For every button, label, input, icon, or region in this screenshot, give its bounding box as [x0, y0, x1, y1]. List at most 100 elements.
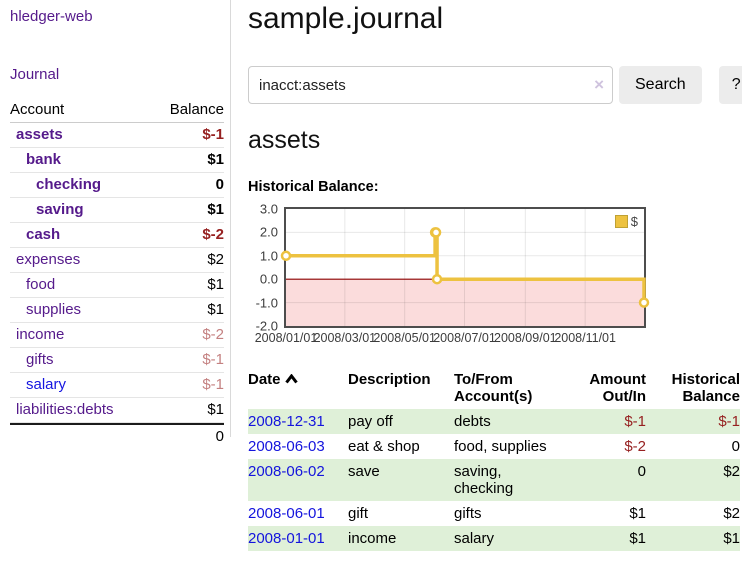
transaction-balance-cell: 0 — [731, 438, 740, 455]
transaction-amount-cell: $-2 — [624, 438, 646, 455]
y-axis-tick-label: 3.0 — [259, 201, 278, 217]
chart-y-axis: 3.0 2.0 1.0 0.0 -1.0 -2.0 — [248, 202, 284, 334]
clear-search-icon[interactable]: × — [594, 75, 604, 94]
x-axis-tick-label: 2008/11/01 — [554, 331, 616, 345]
account-balance: $-2 — [202, 226, 224, 243]
account-row: bank $1 — [10, 148, 224, 173]
account-link[interactable]: assets — [16, 126, 63, 143]
register-row: 2008-01-01 income salary $1 $1 — [248, 526, 740, 551]
account-row: expenses $2 — [10, 248, 224, 273]
balance-column-header-register: Historical Balance — [671, 371, 740, 405]
register-table: Date Description To/From Account(s) Amou… — [248, 369, 740, 551]
search-input[interactable] — [248, 66, 613, 104]
transaction-description-cell: pay off — [348, 413, 393, 430]
register-row: 2008-06-02 save saving, checking 0 $2 — [248, 459, 740, 501]
account-link[interactable]: expenses — [16, 251, 81, 268]
x-axis-tick-label: 2008/07/01 — [433, 331, 496, 345]
account-balance: $-1 — [202, 376, 224, 393]
page-title: sample.journal — [248, 2, 444, 35]
accounts-table: Account Balance assets $-1 bank $1 check… — [10, 98, 224, 448]
transaction-date-cell: 2008-06-01 — [248, 501, 348, 526]
app: hledger-web Journal Account Balance asse… — [0, 0, 742, 551]
transaction-accounts-cell: salary — [454, 530, 495, 547]
account-balance: $1 — [207, 201, 224, 218]
account-balance: $-1 — [202, 351, 224, 368]
transaction-date-link[interactable]: 2008-01-01 — [248, 530, 325, 547]
sidebar: hledger-web Journal Account Balance asse… — [0, 0, 231, 445]
account-link[interactable]: income — [16, 326, 65, 343]
account-link[interactable]: food — [26, 276, 56, 293]
transaction-description-cell: save — [348, 463, 380, 480]
search-form: × Search ? — [248, 66, 742, 104]
account-row: assets $-1 — [10, 123, 224, 148]
y-axis-tick-label: 2.0 — [259, 224, 278, 240]
account-link[interactable]: supplies — [26, 301, 82, 318]
x-axis-tick-label: 2008/09/01 — [494, 331, 557, 345]
account-link[interactable]: saving — [36, 201, 84, 218]
historical-balance-chart: 3.0 2.0 1.0 0.0 -1.0 -2.0 $ 2008/01/01 2008/03… — [248, 202, 742, 349]
transaction-accounts-cell: food, supplies — [454, 438, 547, 455]
register-row: 2008-12-31 pay off debts $-1 $-1 — [248, 409, 740, 434]
register-row: 2008-06-01 gift gifts $1 $2 — [248, 501, 740, 526]
account-link[interactable]: checking — [36, 176, 102, 193]
y-axis-tick-label: 0.0 — [259, 271, 278, 287]
account-link[interactable]: salary — [26, 376, 67, 393]
amount-column-header: Amount Out/In — [589, 371, 646, 405]
legend-swatch-icon — [614, 215, 628, 228]
transaction-date-link[interactable]: 2008-06-03 — [248, 438, 325, 455]
account-row: liabilities:debts $1 — [10, 398, 224, 423]
transaction-date-link[interactable]: 2008-06-01 — [248, 505, 325, 522]
x-axis-tick-label: 2008/05/01 — [373, 331, 436, 345]
transaction-date-cell: 2008-06-02 — [248, 459, 348, 501]
accounts-grand-total: 0 — [10, 423, 224, 448]
legend-label: $ — [630, 214, 638, 229]
sidebar-item-journal[interactable]: Journal — [10, 66, 60, 83]
transaction-amount-cell: $1 — [629, 505, 646, 522]
transaction-accounts-cell: gifts — [454, 505, 482, 522]
transaction-date-cell: 2008-01-01 — [248, 526, 348, 551]
account-row: income $-2 — [10, 323, 224, 348]
account-row: food $1 — [10, 273, 224, 298]
account-row: gifts $-1 — [10, 348, 224, 373]
chart-canvas — [280, 209, 650, 326]
account-balance: $1 — [207, 276, 224, 293]
transaction-balance-cell: $-1 — [718, 413, 740, 430]
description-column-header: Description — [348, 371, 431, 388]
transaction-date-link[interactable]: 2008-06-02 — [248, 463, 325, 480]
account-balance: 0 — [215, 176, 224, 193]
account-balance: $-1 — [202, 126, 224, 143]
transaction-amount-cell: $-1 — [624, 413, 646, 430]
register-header-row: Date Description To/From Account(s) Amou… — [248, 369, 740, 409]
transaction-balance-cell: $2 — [723, 463, 740, 480]
account-row: saving $1 — [10, 198, 224, 223]
chart-plot-area: $ — [280, 207, 650, 328]
x-axis-tick-label: 2008/01/01 — [254, 331, 318, 345]
main-content: sample.journal × Search ? assets Histori… — [231, 0, 742, 551]
x-axis-tick-label: 2008/03/01 — [313, 331, 377, 345]
transaction-description-cell: eat & shop — [348, 438, 420, 455]
account-link[interactable]: liabilities:debts — [16, 401, 114, 418]
accounts-table-header: Account Balance — [10, 98, 224, 123]
account-link[interactable]: cash — [26, 226, 61, 243]
transaction-date-cell: 2008-06-03 — [248, 434, 348, 459]
app-brand-link[interactable]: hledger-web — [10, 8, 93, 25]
help-button[interactable]: ? — [718, 66, 742, 104]
transaction-amount-cell: $1 — [629, 530, 646, 547]
date-column-header[interactable]: Date — [248, 369, 348, 409]
account-balance: $1 — [207, 401, 224, 418]
account-link[interactable]: bank — [26, 151, 62, 168]
chart-label: Historical Balance: — [248, 179, 379, 195]
account-link[interactable]: gifts — [26, 351, 54, 368]
accounts-list: assets $-1 bank $1 checking 0 saving $1 … — [10, 123, 224, 423]
search-button[interactable]: Search — [619, 66, 702, 104]
account-balance: $1 — [207, 301, 224, 318]
transaction-accounts-cell: debts — [454, 413, 491, 430]
transaction-date-link[interactable]: 2008-12-31 — [248, 413, 325, 430]
chart-legend: $ — [612, 213, 640, 230]
account-title: assets — [248, 126, 321, 154]
account-balance: $2 — [207, 251, 224, 268]
account-balance: $-2 — [202, 326, 224, 343]
transaction-balance-cell: $2 — [723, 505, 740, 522]
transaction-date-cell: 2008-12-31 — [248, 409, 348, 434]
y-axis-tick-label: 1.0 — [259, 248, 278, 264]
